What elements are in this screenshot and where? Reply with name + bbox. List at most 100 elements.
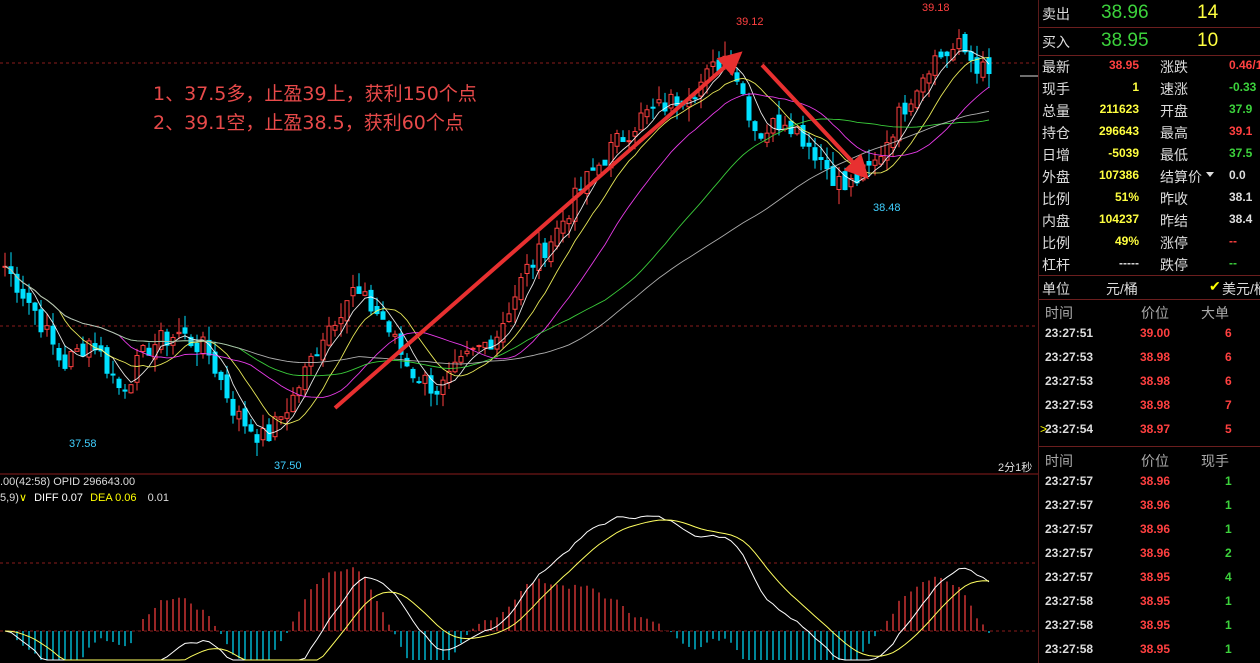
candle-body <box>896 106 902 142</box>
caret-down-icon[interactable] <box>1206 172 1214 177</box>
kline-chart[interactable]: 1、37.5多，止盈39上，获利150个点 2、39.1空，止盈38.5，获利6… <box>0 0 1038 663</box>
candle-body <box>458 355 464 363</box>
divider <box>1039 27 1260 28</box>
candle-body <box>38 309 44 333</box>
tick-row[interactable]: 23:27:57 38.96 2 <box>1039 542 1260 564</box>
stat-value: 1 <box>1132 80 1139 94</box>
stat-label: 日增 <box>1042 147 1070 163</box>
stat-value: 0.0 <box>1229 168 1246 182</box>
col-header: 时间 <box>1045 453 1073 469</box>
tick-row[interactable]: 23:27:57 38.96 1 <box>1039 494 1260 516</box>
candle-body <box>272 416 278 438</box>
tick-time: 23:27:57 <box>1045 498 1094 512</box>
stat-label: 开盘 <box>1160 103 1188 119</box>
tick-price: 38.98 <box>1140 398 1171 412</box>
quote-stat-row: 比例 49% 涨停 -- <box>1039 231 1260 253</box>
tick-time: 23:27:58 <box>1045 642 1094 656</box>
sell-price: 38.96 <box>1101 2 1149 23</box>
tick-row[interactable]: 23:27:58 38.95 1 <box>1039 614 1260 636</box>
tick-price: 38.96 <box>1140 522 1171 536</box>
macd-readout: 5,9)∨ DIFF 0.07 DEA 0.06 0.01 <box>0 491 169 504</box>
col-header: 时间 <box>1045 305 1073 321</box>
candle-body <box>470 347 476 350</box>
tick-row[interactable]: 23:27:57 38.96 1 <box>1039 470 1260 492</box>
candle-body <box>518 277 524 301</box>
tick-row[interactable]: 23:27:58 38.95 1 <box>1039 638 1260 660</box>
stat-label: 最高 <box>1160 125 1188 141</box>
tick-row[interactable]: 23:27:53 38.98 7 <box>1039 394 1260 416</box>
unit-alt[interactable]: 美元/桶 <box>1222 281 1260 297</box>
tick-qty: 7 <box>1225 398 1232 412</box>
tick-qty: 4 <box>1225 570 1232 584</box>
candle-body <box>800 125 806 147</box>
candle-body <box>110 373 116 376</box>
tick-row[interactable]: 23:27:58 38.95 1 <box>1039 590 1260 612</box>
check-icon[interactable]: ✔ <box>1209 278 1221 294</box>
stat-value: -0.33 <box>1229 80 1257 94</box>
candle-body <box>968 51 974 61</box>
candle-body <box>938 51 944 58</box>
candle-body <box>902 102 908 115</box>
tick-price: 38.96 <box>1140 474 1171 488</box>
candle-body <box>980 61 986 78</box>
candle-body <box>464 350 470 355</box>
unit-row[interactable]: 单位 元/桶 ✔ 美元/桶 <box>1039 277 1260 299</box>
tick-row[interactable]: 23:27:51 39.00 6 <box>1039 322 1260 344</box>
candle-body <box>452 361 458 373</box>
candle-body <box>818 157 824 160</box>
candle-body <box>566 218 572 225</box>
candle-body <box>884 142 890 161</box>
tick-row[interactable]: 23:27:54 38.97 5 <box>1039 418 1260 440</box>
low-label-3: 38.48 <box>873 202 901 214</box>
chevron-down-icon[interactable]: ∨ <box>18 492 28 504</box>
candle-body <box>482 341 488 349</box>
chart-canvas[interactable] <box>0 0 1038 663</box>
low-label-2: 37.50 <box>274 460 302 472</box>
tick-qty: 6 <box>1225 374 1232 388</box>
candle-body <box>200 336 206 355</box>
candle-body <box>134 354 140 383</box>
tick-row[interactable]: 23:27:57 38.95 4 <box>1039 566 1260 588</box>
tick-row[interactable]: 23:27:53 38.98 6 <box>1039 370 1260 392</box>
low-label-1: 37.58 <box>69 438 97 450</box>
candle-body <box>392 333 398 337</box>
ma-line <box>4 86 990 398</box>
tick-row[interactable]: 23:27:53 38.98 6 <box>1039 346 1260 368</box>
stat-label: 比例 <box>1042 191 1070 207</box>
unit-label: 单位 <box>1042 281 1070 297</box>
tick-row[interactable]: 23:27:57 38.96 1 <box>1039 518 1260 540</box>
candle-body <box>80 343 86 357</box>
stat-label: 涨停 <box>1160 235 1188 251</box>
divider <box>1039 299 1260 300</box>
tick-qty: 1 <box>1225 474 1232 488</box>
candle-body <box>650 106 656 109</box>
candle-body <box>524 263 530 274</box>
candle-body <box>260 428 266 441</box>
candle-body <box>254 434 260 443</box>
candle-body <box>410 368 416 379</box>
candle-body <box>140 345 146 353</box>
buy-row[interactable]: 买入 38.95 10 <box>1039 29 1260 54</box>
candle-body <box>554 227 560 247</box>
tick-price: 39.00 <box>1140 326 1171 340</box>
candle-body <box>224 374 230 399</box>
unit-value[interactable]: 元/桶 <box>1106 281 1138 297</box>
candle-body <box>668 93 674 109</box>
tick-price: 38.96 <box>1140 498 1171 512</box>
candle-body <box>536 243 542 271</box>
annotation-line-2: 2、39.1空，止盈38.5，获利60个点 <box>153 112 464 134</box>
tick-qty: 1 <box>1225 618 1232 632</box>
candle-body <box>398 333 404 355</box>
candle-body <box>656 99 662 104</box>
candle-body <box>836 175 842 190</box>
candle-body <box>176 331 182 335</box>
candle-body <box>230 398 236 416</box>
stat-label: 昨结 <box>1160 213 1188 229</box>
candle-body <box>128 384 134 394</box>
diff-value: DIFF 0.07 <box>34 492 83 504</box>
stat-label: 昨收 <box>1160 191 1188 207</box>
sell-row[interactable]: 卖出 38.96 14 <box>1039 1 1260 26</box>
candle-body <box>248 424 254 432</box>
candle-body <box>428 375 434 394</box>
candle-body <box>476 345 482 348</box>
